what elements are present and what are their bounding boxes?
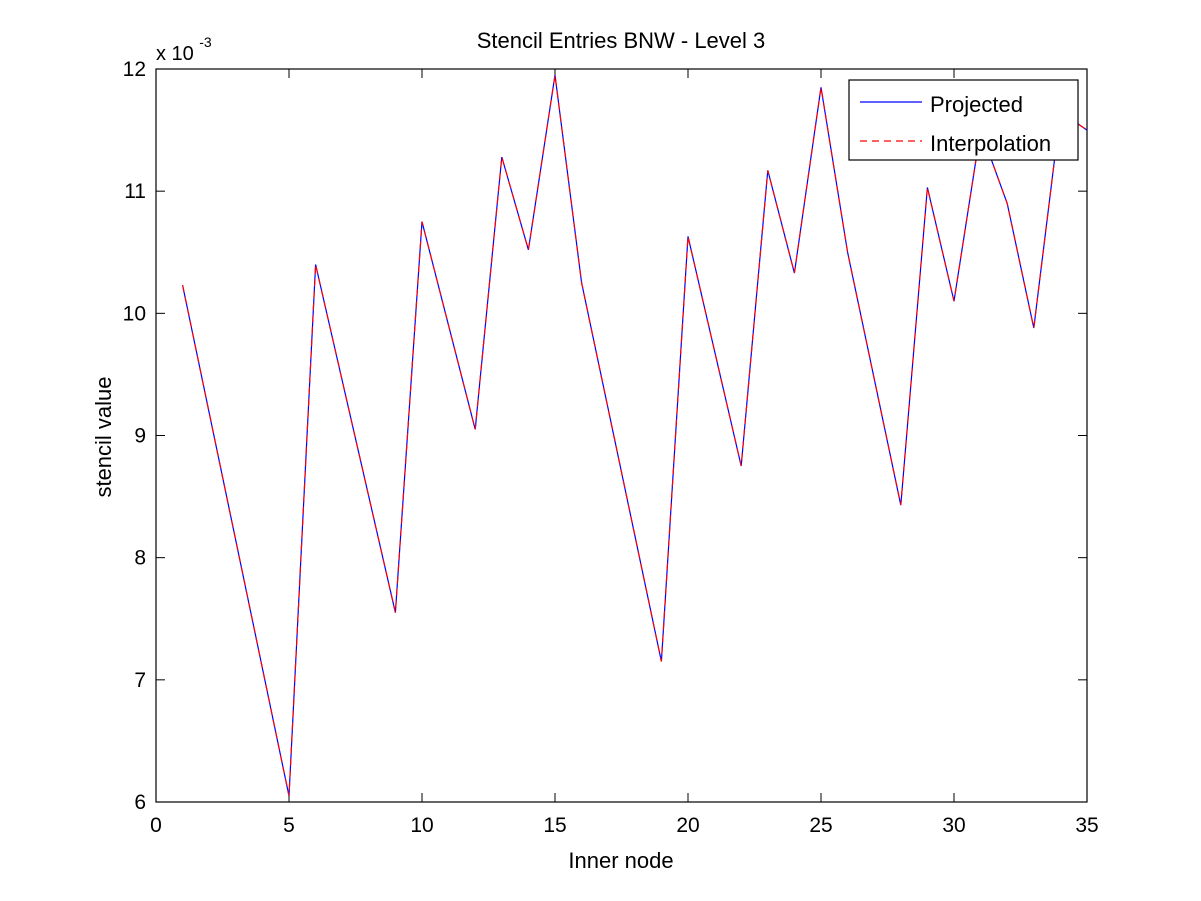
x-tick-label: 20 <box>676 814 699 837</box>
plot-area <box>155 68 1088 803</box>
y-tick-label: 12 <box>123 58 146 81</box>
legend-label-projected: Projected <box>930 92 1023 117</box>
legend-box <box>848 79 1079 161</box>
legend: Projected Interpolation <box>848 79 1079 161</box>
x-tick-label: 0 <box>150 814 162 837</box>
y-tick-label: 6 <box>134 791 146 814</box>
y-tick-label: 9 <box>134 425 146 448</box>
x-tick-label: 15 <box>543 814 566 837</box>
y-tick-label: 7 <box>134 669 146 692</box>
x-tick-label: 30 <box>942 814 965 837</box>
y-tick-label: 8 <box>134 547 146 570</box>
x-tick-label: 10 <box>410 814 433 837</box>
x-axis-title: Inner node <box>568 848 673 873</box>
x-tick-label: 5 <box>283 814 295 837</box>
x-tick-label: 25 <box>809 814 832 837</box>
chart-title: Stencil Entries BNW - Level 3 <box>477 28 766 53</box>
y-axis-title: stencil value <box>91 376 116 497</box>
x-tick-label: 35 <box>1075 814 1098 837</box>
series-line-interpolation <box>182 75 1087 797</box>
y-tick-label: 10 <box>123 302 146 325</box>
axis-ticks: 0 5 10 15 20 25 30 35 6 7 8 9 10 11 12 <box>123 58 1099 837</box>
y-axis-multiplier: x 10 -3 <box>156 34 212 65</box>
y-tick-label: 11 <box>124 180 146 203</box>
legend-label-interpolation: Interpolation <box>930 131 1051 156</box>
